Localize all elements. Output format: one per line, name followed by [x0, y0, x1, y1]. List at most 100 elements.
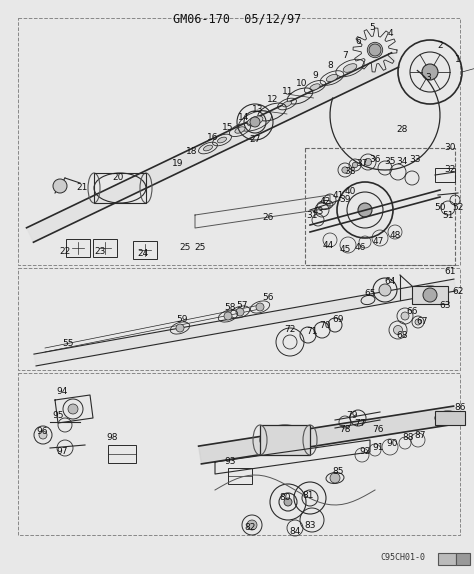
Text: 44: 44 — [322, 241, 334, 250]
Bar — [435, 411, 465, 425]
Text: 33: 33 — [409, 156, 421, 165]
Text: 37: 37 — [356, 158, 368, 168]
Circle shape — [365, 158, 372, 166]
Text: 86: 86 — [454, 404, 466, 413]
Text: 12: 12 — [267, 95, 279, 104]
Bar — [260, 425, 310, 455]
Text: 72: 72 — [284, 325, 296, 335]
Text: 61: 61 — [444, 267, 456, 277]
Text: 18: 18 — [186, 148, 198, 157]
Text: 31: 31 — [306, 211, 318, 219]
Text: 6: 6 — [355, 37, 361, 46]
Bar — [435, 168, 455, 182]
Text: 38: 38 — [344, 168, 356, 176]
Text: 19: 19 — [172, 158, 184, 168]
Ellipse shape — [203, 145, 212, 151]
Circle shape — [224, 312, 232, 320]
Text: 43: 43 — [312, 207, 324, 216]
Text: 50: 50 — [434, 204, 446, 212]
Text: 57: 57 — [236, 301, 248, 309]
Bar — [94, 173, 146, 203]
Circle shape — [379, 284, 391, 296]
Text: 36: 36 — [369, 156, 381, 165]
Circle shape — [415, 319, 421, 325]
Text: 46: 46 — [354, 243, 365, 253]
Text: 84: 84 — [289, 528, 301, 537]
Text: 23: 23 — [94, 247, 106, 257]
Ellipse shape — [310, 84, 320, 90]
Text: 93: 93 — [224, 457, 236, 467]
Text: 35: 35 — [384, 157, 396, 166]
Text: C95CH01-0: C95CH01-0 — [380, 553, 425, 563]
Text: 15: 15 — [222, 123, 234, 133]
Text: 59: 59 — [176, 316, 188, 324]
Text: 24: 24 — [137, 250, 149, 258]
Text: 3: 3 — [425, 73, 431, 83]
Text: 39: 39 — [339, 196, 351, 204]
Text: 42: 42 — [319, 197, 331, 207]
Circle shape — [236, 308, 244, 316]
Text: 58: 58 — [224, 304, 236, 312]
Bar — [412, 286, 448, 304]
Circle shape — [330, 473, 340, 483]
Circle shape — [401, 312, 409, 320]
Text: 52: 52 — [452, 204, 464, 212]
Text: 76: 76 — [372, 425, 384, 435]
Text: 88: 88 — [402, 433, 414, 443]
Text: 47: 47 — [372, 238, 383, 246]
Circle shape — [352, 162, 358, 168]
Text: 9: 9 — [312, 71, 318, 80]
Circle shape — [53, 179, 67, 193]
Circle shape — [367, 42, 383, 58]
Text: 55: 55 — [62, 339, 74, 347]
Bar — [228, 468, 252, 484]
Circle shape — [369, 44, 381, 56]
Ellipse shape — [218, 137, 227, 143]
Bar — [456, 553, 470, 565]
Text: 78: 78 — [339, 425, 351, 435]
Text: 45: 45 — [339, 246, 351, 254]
Circle shape — [256, 303, 264, 311]
Text: 67: 67 — [416, 317, 428, 327]
Ellipse shape — [326, 75, 337, 82]
Text: 97: 97 — [56, 448, 68, 456]
Text: 21: 21 — [76, 184, 88, 192]
Text: 28: 28 — [396, 126, 408, 134]
Text: 13: 13 — [252, 104, 264, 114]
Circle shape — [284, 498, 292, 506]
Text: 92: 92 — [359, 448, 371, 456]
Ellipse shape — [343, 64, 357, 72]
Circle shape — [342, 167, 348, 173]
Circle shape — [39, 431, 47, 439]
Text: 91: 91 — [372, 444, 384, 452]
Polygon shape — [34, 279, 456, 366]
Text: 16: 16 — [207, 133, 219, 142]
Text: 64: 64 — [384, 277, 396, 286]
Text: 30: 30 — [444, 144, 456, 153]
Text: 65: 65 — [364, 289, 376, 297]
Text: 40: 40 — [344, 188, 356, 196]
Text: 82: 82 — [244, 523, 255, 533]
Ellipse shape — [283, 101, 292, 107]
Text: 5: 5 — [369, 24, 375, 33]
Text: 90: 90 — [386, 439, 398, 448]
Bar — [133, 241, 157, 259]
Text: 77: 77 — [354, 420, 366, 429]
Text: 1: 1 — [455, 56, 461, 64]
Circle shape — [247, 520, 257, 530]
Text: 71: 71 — [306, 328, 318, 336]
Bar — [93, 239, 117, 257]
Text: 22: 22 — [59, 247, 71, 257]
Text: 81: 81 — [302, 491, 314, 499]
Text: 48: 48 — [389, 231, 401, 241]
Text: 80: 80 — [279, 494, 291, 502]
Polygon shape — [199, 406, 456, 464]
Text: 11: 11 — [282, 87, 294, 96]
Bar — [438, 553, 456, 565]
Bar — [108, 445, 136, 463]
Text: 62: 62 — [452, 288, 464, 297]
Text: 96: 96 — [36, 428, 48, 436]
Text: 20: 20 — [112, 173, 124, 183]
Circle shape — [422, 64, 438, 80]
Text: 83: 83 — [304, 521, 316, 529]
